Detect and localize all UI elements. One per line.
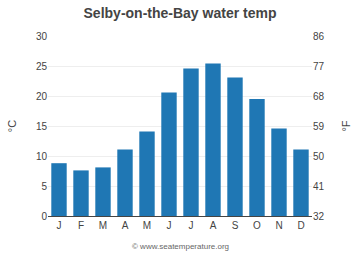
svg-text:A: A xyxy=(210,220,217,231)
svg-text:F: F xyxy=(78,220,84,231)
svg-text:77: 77 xyxy=(313,61,325,72)
svg-text:86: 86 xyxy=(313,31,325,42)
svg-text:59: 59 xyxy=(313,121,325,132)
svg-text:20: 20 xyxy=(36,91,48,102)
svg-text:0: 0 xyxy=(41,211,47,222)
svg-text:68: 68 xyxy=(313,91,325,102)
svg-text:N: N xyxy=(275,220,282,231)
svg-text:O: O xyxy=(253,220,261,231)
svg-text:A: A xyxy=(122,220,129,231)
svg-text:S: S xyxy=(232,220,239,231)
svg-text:J: J xyxy=(167,220,172,231)
svg-text:25: 25 xyxy=(36,61,48,72)
svg-text:10: 10 xyxy=(36,151,48,162)
svg-text:J: J xyxy=(189,220,194,231)
svg-text:M: M xyxy=(143,220,151,231)
svg-text:Selby-on-the-Bay water temp: Selby-on-the-Bay water temp xyxy=(84,5,277,21)
svg-text:30: 30 xyxy=(36,31,48,42)
svg-text:M: M xyxy=(99,220,107,231)
svg-text:15: 15 xyxy=(36,121,48,132)
svg-text:D: D xyxy=(297,220,304,231)
svg-text:°F: °F xyxy=(340,120,352,131)
svg-text:5: 5 xyxy=(41,181,47,192)
svg-text:J: J xyxy=(57,220,62,231)
svg-text:© www.seatemperature.org: © www.seatemperature.org xyxy=(132,242,229,251)
svg-text:41: 41 xyxy=(313,181,325,192)
svg-text:50: 50 xyxy=(313,151,325,162)
svg-text:32: 32 xyxy=(313,211,325,222)
svg-text:°C: °C xyxy=(6,120,18,132)
